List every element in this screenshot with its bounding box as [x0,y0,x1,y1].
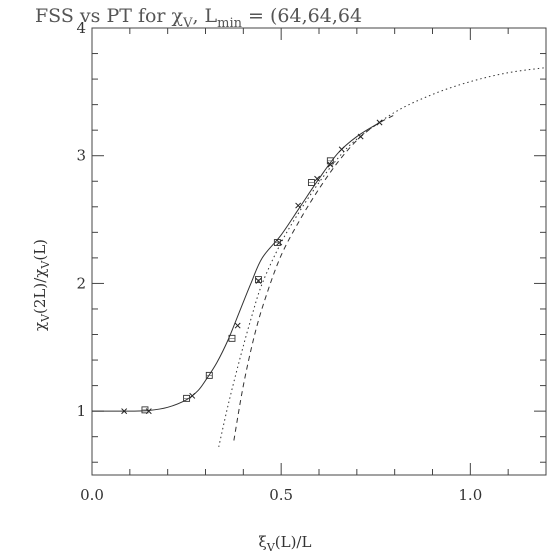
data-point-cross [327,161,334,168]
plot-area: 0.0 0.5 1.0 1 2 3 4 [76,19,547,504]
x-tick-label: 1.0 [458,486,482,504]
data-point-cross [357,133,364,140]
series-line-dotted [218,67,546,448]
y-tick-label: 1 [76,402,86,420]
y-tick-label: 3 [76,147,86,165]
data-point-cross [338,146,345,153]
data-point-cross [376,119,383,126]
data-point-cross [121,408,128,415]
y-tick-label: 4 [76,19,86,37]
data-point-cross [234,322,241,329]
x-axis-title: ξV(L)/L [259,533,312,554]
x-tick-label: 0.5 [269,486,293,504]
y-axis-title: χV(2L)/χV(L) [31,239,52,331]
data-point-cross [189,392,196,399]
x-tick-label: 0.0 [80,486,104,504]
series-line-solid [92,122,380,412]
chart-title: FSS vs PT for χV, Lmin = (64,64,64 [35,5,362,31]
y-tick-label: 2 [76,274,86,292]
data-point-cross [314,175,321,182]
data-point-cross [295,202,302,209]
